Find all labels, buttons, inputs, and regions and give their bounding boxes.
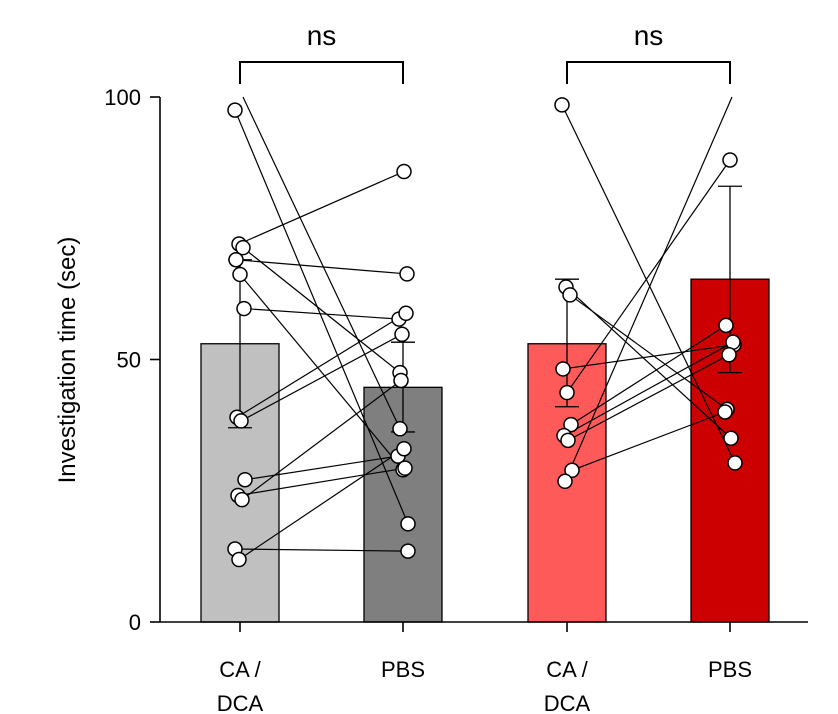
group1-point-a-10 [234,491,250,508]
x-label-g2-cadca: CA / [546,657,588,682]
group1-point-b-10 [393,372,409,389]
x-label-g1-cadca: CA / [219,657,261,682]
group2-point-b-8 [717,404,733,420]
group2-pair-line-4 [566,159,731,393]
x-label-g2-pbs: PBS [708,657,752,682]
group2-point-a-9 [557,473,573,490]
group2-point-a-3 [555,361,571,377]
x-label-g1-pbs: PBS [381,657,425,682]
significance-bracket-1 [566,61,731,84]
group1-pair-line-5 [243,307,400,320]
group2-pair-line-3 [562,344,735,370]
group1-point-b-9 [397,460,413,476]
group1-point-b-12 [396,441,412,457]
group1-point-b-0 [400,516,416,532]
group1-pair-line-0 [234,109,409,525]
y-axis-label: Investigation time (sec) [54,237,81,484]
group2-point-a-5 [563,416,579,433]
group1-pair-line-8 [244,455,399,481]
group1-pair-line-11 [234,548,409,552]
group2-pair-line-2 [569,294,728,410]
group1-point-a-12 [231,551,247,568]
group1-pair-line-6 [236,312,407,418]
y-tick-label-50: 50 [117,348,141,373]
significance-bracket-0 [239,61,404,84]
group1-pair-line-13 [242,96,401,430]
group2-point-a-4 [559,384,575,401]
group2-point-a-8 [564,462,580,479]
group2-point-b-5 [718,317,734,334]
group1-pair-line-12 [238,448,405,561]
group2-pair-line-8 [571,411,726,471]
x-label-g1-cadca-line2: DCA [217,691,264,714]
group2-pair-line-9 [564,96,733,482]
group1-point-a-2 [235,239,251,256]
group1-pair-line-1 [238,171,405,245]
group1-pair-line-9 [237,467,406,497]
group2-pair-line-0 [561,104,736,464]
group1-point-a-5 [236,300,252,317]
group2-point-b-4 [722,152,738,168]
group1-pair-line-4 [239,274,404,471]
group2-point-b-7 [721,347,737,363]
group1-point-a-3 [228,252,244,268]
group1-point-b-3 [399,266,415,282]
group1-point-b-13 [392,421,408,437]
group1-point-a-8 [237,471,253,488]
group1-point-a-7 [233,413,249,429]
group1-pair-line-3 [235,259,408,275]
group1-point-a-0 [227,102,243,118]
group1-point-a-4 [232,266,248,283]
significance-label-1: ns [634,20,664,51]
y-tick-label-0: 0 [129,610,141,635]
group1-point-b-11 [400,543,416,559]
y-tick-label-100: 100 [104,85,141,110]
group1-point-b-6 [398,305,414,322]
group1-pair-line-10 [241,380,402,501]
x-label-g2-cadca-line2: DCA [544,691,591,714]
group2-point-b-1 [723,430,739,446]
group2-point-a-0 [554,97,570,113]
group1-point-b-1 [396,163,412,180]
group1-point-b-7 [394,326,410,343]
group2-point-b-0 [727,455,743,471]
group2-point-a-2 [562,287,578,303]
significance-label-0: ns [307,20,337,51]
group2-point-a-7 [560,432,576,449]
group1-pair-line-7 [240,333,403,422]
group1-pair-line-2 [242,247,401,374]
group2-pair-line-7 [567,354,730,441]
group2-point-b-6 [725,334,741,350]
